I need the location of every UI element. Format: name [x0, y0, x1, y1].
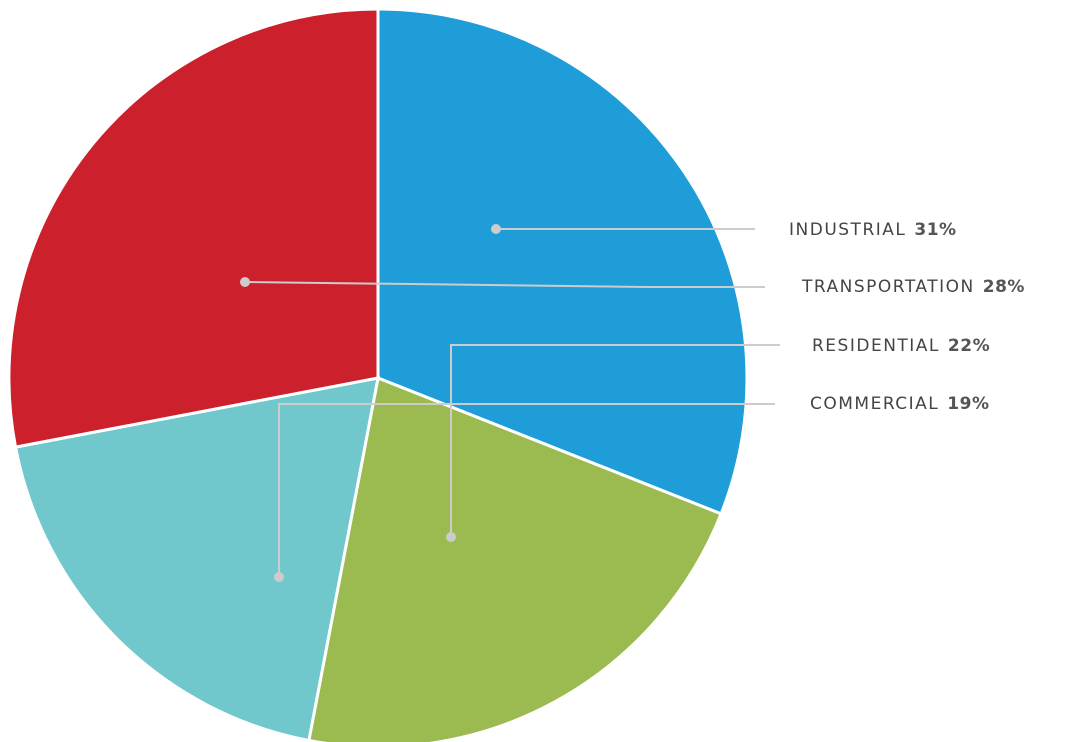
category-name: INDUSTRIAL — [789, 220, 906, 240]
category-name: COMMERCIAL — [810, 394, 939, 414]
leader-line — [450, 344, 780, 537]
category-name: TRANSPORTATION — [801, 277, 975, 297]
pie-slice — [307, 375, 724, 742]
slice-label: RESIDENTIAL 22% — [812, 336, 990, 356]
value-label: 22% — [948, 336, 990, 356]
pie-slice — [7, 7, 380, 449]
value-label: 31% — [914, 220, 956, 240]
leader-line — [278, 403, 775, 577]
leader-dot — [274, 572, 284, 582]
slice-label: INDUSTRIAL 31% — [789, 220, 957, 240]
pie-slice — [13, 376, 380, 742]
slice-label: TRANSPORTATION 28% — [801, 277, 1025, 297]
pie-slice — [376, 7, 749, 516]
value-label: 19% — [947, 394, 989, 414]
leader-line — [244, 281, 765, 288]
value-label: 28% — [983, 277, 1025, 297]
leader-dot — [240, 277, 250, 287]
leader-dot — [446, 532, 456, 542]
slice-label: COMMERCIAL 19% — [810, 394, 989, 414]
category-name: RESIDENTIAL — [812, 336, 940, 356]
leader-dot — [491, 224, 501, 234]
